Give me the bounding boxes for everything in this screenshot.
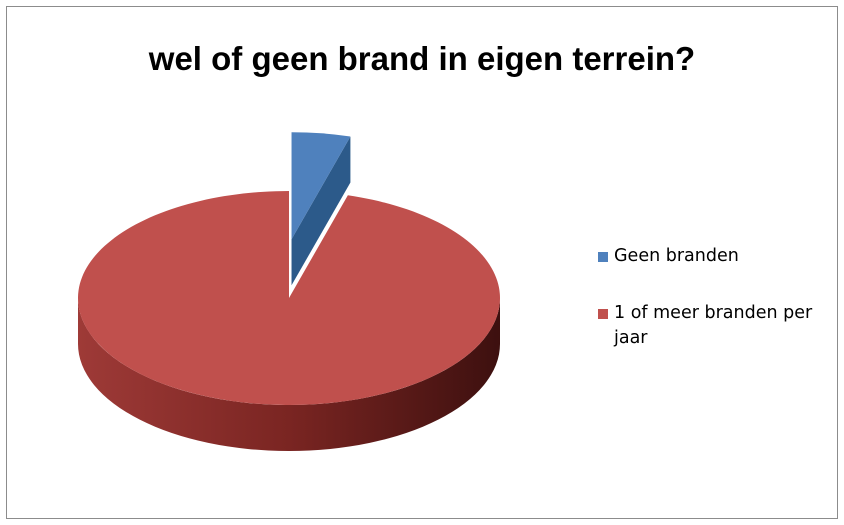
legend-item-1-of-meer-branden: 1 of meer branden per jaar — [598, 301, 839, 351]
legend-item-geen-branden: Geen branden — [598, 244, 839, 269]
pie-wall-geen-branden — [291, 136, 351, 286]
legend-label: 1 of meer branden per jaar — [614, 303, 813, 348]
chart-title: wel of geen brand in eigen terrein? — [148, 40, 696, 77]
legend-swatch — [598, 252, 608, 262]
legend-swatch — [598, 309, 608, 319]
pie-slice-geen-branden — [291, 132, 351, 240]
chart-legend: Geen branden 1 of meer branden per jaar — [598, 244, 839, 351]
pie-side-meer-branden — [78, 298, 500, 451]
pie-slice-meer-branden — [77, 191, 501, 405]
legend-label: Geen branden — [614, 246, 739, 266]
